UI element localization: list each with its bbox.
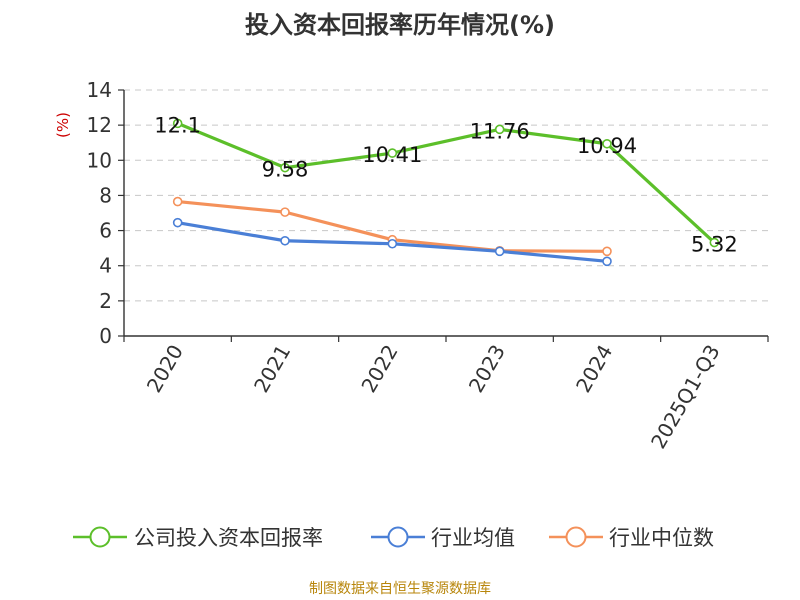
data-labels: 12.1 9.58 10.41 11.76 10.94 5.32 <box>154 113 737 256</box>
y-tick-label-4: 4 <box>99 254 112 278</box>
legend-item-2[interactable]: 行业中位数 <box>549 526 714 550</box>
axes: 0 2 4 6 8 10 12 14 2020 2021 2022 2023 2024 2025Q1-Q3 <box>87 78 769 453</box>
series-0-point-0[interactable] <box>172 118 183 129</box>
series-1-point-0[interactable] <box>172 217 183 228</box>
y-tick-label-2: 2 <box>99 289 112 313</box>
y-tick-label-8: 8 <box>99 183 112 207</box>
series-0-point-3[interactable] <box>494 124 505 135</box>
y-tick-label-6: 6 <box>99 219 112 243</box>
y-axis-unit-label: (%) <box>54 112 72 138</box>
chart-title: 投入资本回报率历年情况(%) <box>245 11 555 39</box>
legend-label-2: 行业中位数 <box>609 526 714 550</box>
series-1-point-2[interactable] <box>387 238 398 249</box>
series-0-point-1[interactable] <box>280 162 290 173</box>
series-2-point-4[interactable] <box>602 246 612 257</box>
series-line-0 <box>177 121 716 244</box>
legend-item-1[interactable]: 行业均值 <box>371 526 515 550</box>
legend-marker-2 <box>565 526 587 548</box>
data-label-5: 5.32 <box>691 233 738 257</box>
series-0-point-4[interactable] <box>602 138 612 149</box>
x-tick-label-2021: 2021 <box>249 341 295 397</box>
x-tick-label-2024: 2024 <box>571 341 617 397</box>
y-tick-label-10: 10 <box>87 148 112 172</box>
legend[interactable]: 公司投入资本回报率 行业均值 行业中位数 <box>73 526 714 550</box>
legend-marker-0 <box>89 526 111 548</box>
x-tick-label-2025Q1-Q3: 2025Q1-Q3 <box>646 341 725 453</box>
series-2-point-1[interactable] <box>280 207 290 217</box>
series-1-group <box>172 217 612 267</box>
data-label-3: 11.76 <box>470 119 530 143</box>
y-tick-label-0: 0 <box>99 324 112 348</box>
y-tick-label-12: 12 <box>87 113 112 137</box>
series-0-group <box>172 118 720 248</box>
x-tick-label-2022: 2022 <box>356 341 402 397</box>
legend-marker-1 <box>387 526 409 548</box>
series-1-point-1[interactable] <box>280 235 290 246</box>
data-label-2: 10.41 <box>362 143 422 167</box>
legend-label-0: 公司投入资本回报率 <box>134 526 323 550</box>
series-1-point-3[interactable] <box>494 246 505 257</box>
legend-item-0[interactable]: 公司投入资本回报率 <box>73 526 323 550</box>
data-label-4: 10.94 <box>577 134 637 158</box>
x-tick-label-2023: 2023 <box>464 341 510 397</box>
data-label-1: 9.58 <box>262 158 309 182</box>
series-2-point-0[interactable] <box>172 196 183 207</box>
data-source-note: 制图数据来自恒生聚源数据库 <box>309 581 491 597</box>
series-0-point-2[interactable] <box>387 148 398 158</box>
x-tick-label-2020: 2020 <box>142 341 188 397</box>
y-tick-label-14: 14 <box>87 78 112 102</box>
series-0-point-5[interactable] <box>709 237 720 248</box>
series-layer <box>172 118 720 267</box>
legend-label-1: 行业均值 <box>431 526 515 550</box>
data-label-0: 12.1 <box>154 113 201 137</box>
grid-lines <box>124 89 768 302</box>
series-1-point-4[interactable] <box>602 256 612 267</box>
